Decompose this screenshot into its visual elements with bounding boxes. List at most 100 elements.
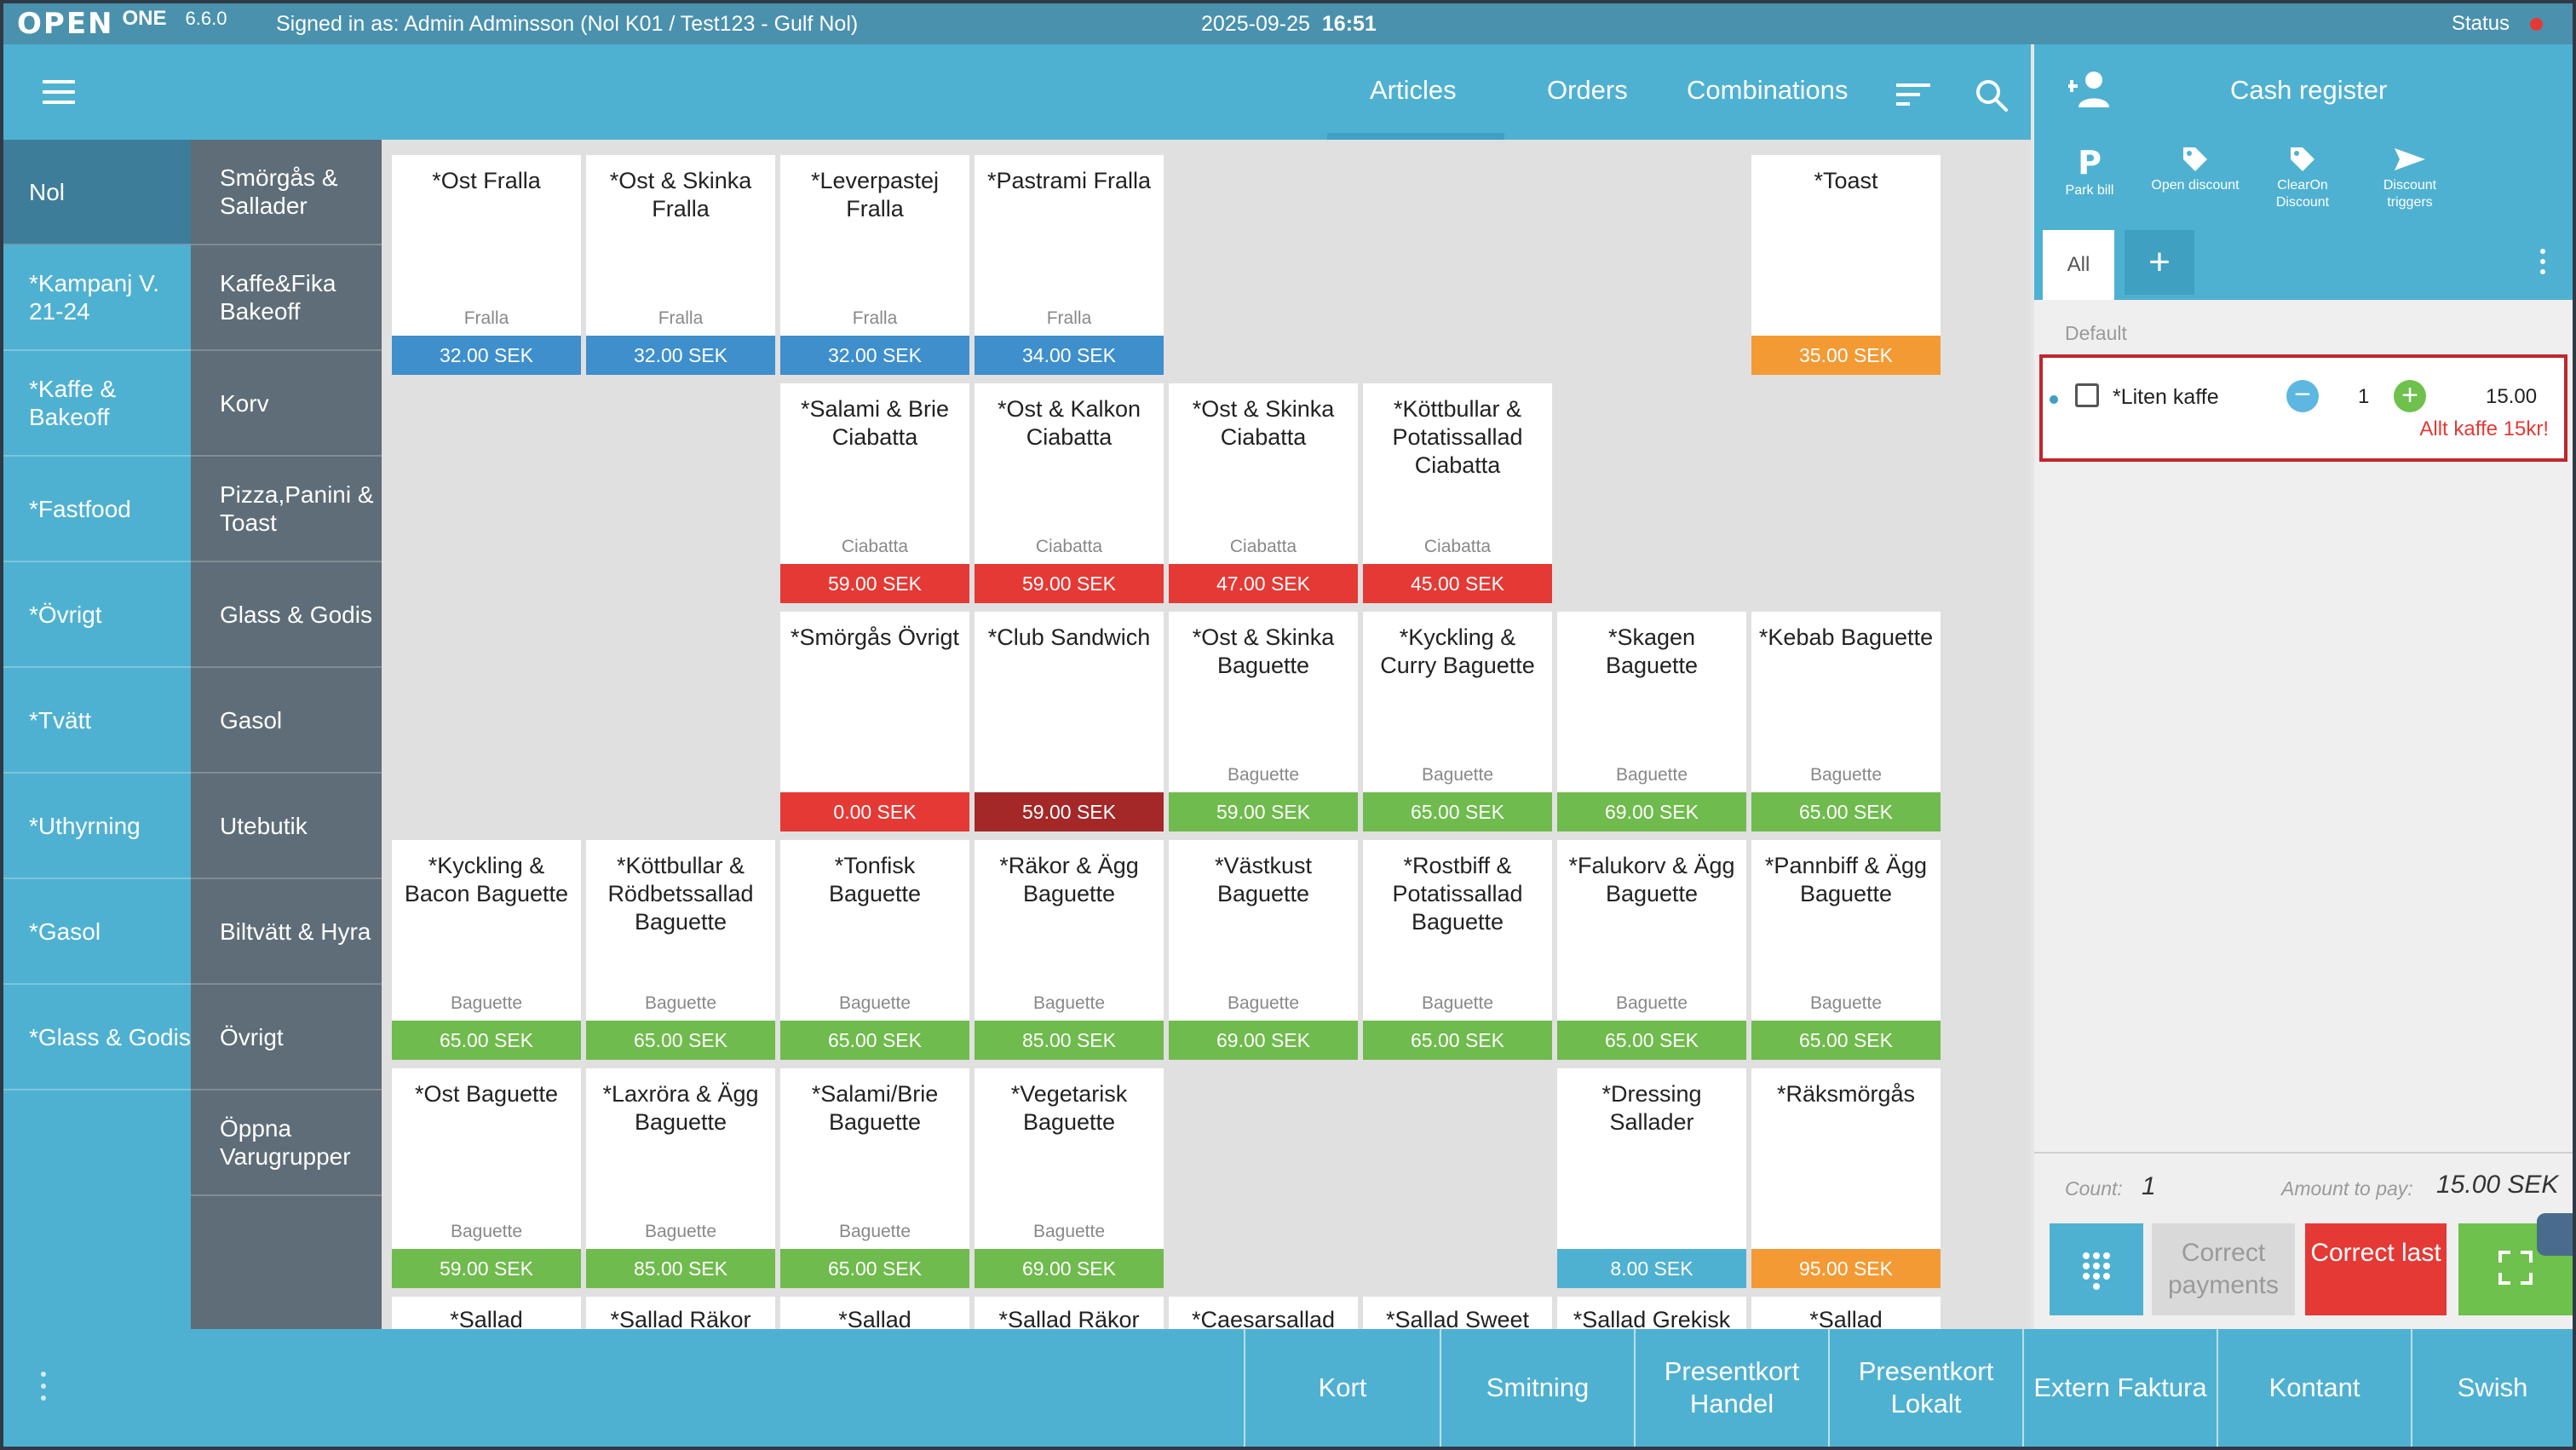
article-price: 59.00 SEK bbox=[975, 792, 1164, 831]
bill-tab-all[interactable]: All bbox=[2043, 230, 2114, 300]
product-name: ONE bbox=[122, 7, 167, 30]
article-name: *Ost Fralla bbox=[432, 168, 541, 193]
line-price: 15.00 bbox=[2486, 385, 2538, 408]
more-options-icon[interactable] bbox=[2540, 249, 2547, 279]
article-card[interactable]: *Vegetarisk Baguette Baguette 69.00 SEK bbox=[975, 1068, 1164, 1288]
article-card[interactable]: *Ost & Skinka Ciabatta Ciabatta 47.00 SEK bbox=[1169, 383, 1358, 603]
subcategory-item[interactable]: Gasol bbox=[191, 668, 382, 774]
category-item[interactable]: *Tvätt bbox=[3, 668, 191, 774]
subcategory-item[interactable]: Utebutik bbox=[191, 774, 382, 879]
subcategory-item[interactable]: Kaffe&Fika Bakeoff bbox=[191, 245, 382, 351]
tab-articles[interactable]: Articles bbox=[1370, 75, 1457, 105]
hamburger-menu-icon[interactable] bbox=[43, 80, 75, 104]
article-card[interactable]: *Pannbiff & Ägg Baguette Baguette 65.00 SE… bbox=[1751, 840, 1941, 1060]
article-card[interactable]: *Smörgås Övrigt 0.00 SEK bbox=[780, 612, 969, 831]
tab-combinations[interactable]: Combinations bbox=[1687, 75, 1849, 105]
article-card[interactable]: *Dressing Sallader 8.00 SEK bbox=[1557, 1068, 1746, 1288]
search-icon[interactable] bbox=[1975, 78, 2009, 112]
article-price: 34.00 SEK bbox=[975, 336, 1164, 375]
category-item[interactable]: *Fastfood bbox=[3, 457, 191, 562]
open-discount-button[interactable]: Open discount bbox=[2148, 145, 2242, 194]
add-bill-tab-button[interactable]: + bbox=[2125, 230, 2194, 295]
article-card[interactable]: *Köttbullar & Rödbetssallad Baguette Bagu… bbox=[586, 840, 775, 1060]
increase-quantity-button[interactable]: + bbox=[2394, 380, 2426, 412]
clearon-discount-button[interactable]: ClearOn Discount bbox=[2256, 145, 2349, 211]
status-label[interactable]: Status bbox=[2452, 12, 2510, 35]
bill-tabs: All + bbox=[2034, 230, 2573, 300]
article-name: *Kyckling & Curry Baguette bbox=[1380, 624, 1535, 678]
correct-last-button[interactable]: Correct last bbox=[2305, 1223, 2447, 1315]
article-card[interactable]: *Ost & Skinka Fralla Fralla 32.00 SEK bbox=[586, 155, 775, 375]
article-group: Baguette bbox=[1227, 765, 1300, 785]
article-card[interactable]: *Ost & Kalkon Ciabatta Ciabatta 59.00 SEK bbox=[975, 383, 1164, 603]
filter-sort-icon[interactable] bbox=[1896, 82, 1930, 107]
article-card[interactable]: *Räkor & Ägg Baguette Baguette 85.00 SEK bbox=[975, 840, 1164, 1060]
category-item[interactable]: *Glass & Godis bbox=[3, 985, 191, 1090]
payment-button-presentkort-handel[interactable]: Presentkort Handel bbox=[1634, 1329, 1828, 1447]
register-actions: P Park bill Open discount ClearOn Discou… bbox=[2034, 140, 2573, 230]
tab-orders[interactable]: Orders bbox=[1547, 75, 1628, 105]
article-card[interactable]: *Tonfisk Baguette Baguette 65.00 SEK bbox=[780, 840, 969, 1060]
status-indicator[interactable] bbox=[2530, 18, 2543, 31]
add-customer-icon[interactable] bbox=[2068, 70, 2113, 107]
side-panel-handle[interactable] bbox=[2537, 1213, 2573, 1256]
article-card[interactable]: *Laxröra & Ägg Baguette Baguette 85.00 SEK bbox=[586, 1068, 775, 1288]
article-card[interactable]: *Ost & Skinka Baguette Baguette 59.00 SEK bbox=[1169, 612, 1358, 831]
subcategory-item[interactable]: Biltvätt & Hyra bbox=[191, 879, 382, 985]
bill-line-item[interactable]: *Liten kaffe − 1 + 15.00 Allt kaffe 15kr… bbox=[2039, 354, 2567, 462]
article-group: Baguette bbox=[1227, 993, 1300, 1013]
count-label: Count: bbox=[2065, 1177, 2123, 1200]
article-card[interactable]: *Salami/Brie Baguette Baguette 65.00 SEK bbox=[780, 1068, 969, 1288]
article-card[interactable]: *Kyckling & Bacon Baguette Baguette 65.00 … bbox=[392, 840, 581, 1060]
category-item[interactable]: *Övrigt bbox=[3, 562, 191, 668]
payment-button-smitning[interactable]: Smitning bbox=[1440, 1329, 1634, 1447]
payment-button-kort[interactable]: Kort bbox=[1244, 1329, 1440, 1447]
article-card[interactable]: *Salami & Brie Ciabatta Ciabatta 59.00 SEK bbox=[780, 383, 969, 603]
category-item[interactable]: *Gasol bbox=[3, 879, 191, 985]
park-icon: P bbox=[2078, 145, 2102, 179]
keypad-button[interactable] bbox=[2050, 1223, 2143, 1315]
article-card[interactable]: *Pastrami Fralla Fralla 34.00 SEK bbox=[975, 155, 1164, 375]
article-card[interactable]: *Västkust Baguette Baguette 69.00 SEK bbox=[1169, 840, 1358, 1060]
category-item[interactable]: *Kaffe & Bakeoff bbox=[3, 351, 191, 457]
article-card[interactable]: *Falukorv & Ägg Baguette Baguette 65.00 SE… bbox=[1557, 840, 1746, 1060]
article-card[interactable]: *Rostbiff & Potatissallad Baguette Baguet… bbox=[1363, 840, 1552, 1060]
subcategory-item[interactable]: Glass & Godis bbox=[191, 562, 382, 668]
category-item[interactable]: Nol bbox=[3, 140, 191, 245]
article-card[interactable]: *Leverpastej Fralla Fralla 32.00 SEK bbox=[780, 155, 969, 375]
discount-triggers-button[interactable]: Discount triggers bbox=[2363, 145, 2457, 211]
article-card[interactable]: *Köttbullar & Potatissallad Ciabatta Ciab… bbox=[1363, 383, 1552, 603]
correct-payments-button[interactable]: Correct payments bbox=[2152, 1223, 2295, 1315]
article-card[interactable]: *Räksmörgås 95.00 SEK bbox=[1751, 1068, 1941, 1288]
article-card[interactable]: *Ost Baguette Baguette 59.00 SEK bbox=[392, 1068, 581, 1288]
payment-button-swish[interactable]: Swish bbox=[2411, 1329, 2573, 1447]
park-bill-button[interactable]: P Park bill bbox=[2043, 145, 2136, 199]
subcategory-item[interactable]: Övrigt bbox=[191, 985, 382, 1090]
payment-button-presentkort-lokalt[interactable]: Presentkort Lokalt bbox=[1828, 1329, 2022, 1447]
article-name: *Sallad Sweet bbox=[1385, 1307, 1530, 1332]
decrease-quantity-button[interactable]: − bbox=[2286, 380, 2319, 412]
article-card[interactable]: *Skagen Baguette Baguette 69.00 SEK bbox=[1557, 612, 1746, 831]
subcategory-item[interactable]: Korv bbox=[191, 351, 382, 457]
category-item[interactable]: *Kampanj V. 21-24 bbox=[3, 245, 191, 351]
payment-button-extern-faktura[interactable]: Extern Faktura bbox=[2022, 1329, 2217, 1447]
article-name: *Räksmörgås bbox=[1776, 1081, 1916, 1107]
category-item[interactable]: *Uthyrning bbox=[3, 774, 191, 879]
date-time: 2025-09-25 16:51 bbox=[1201, 12, 1377, 37]
payment-button-kontant[interactable]: Kontant bbox=[2217, 1329, 2411, 1447]
article-card[interactable]: *Ost Fralla Fralla 32.00 SEK bbox=[392, 155, 581, 375]
article-card[interactable]: *Kyckling & Curry Baguette Baguette 65.00 … bbox=[1363, 612, 1552, 831]
subcategory-item[interactable]: Öppna Varugrupper bbox=[191, 1090, 382, 1196]
subcategory-item[interactable]: Smörgås & Sallader bbox=[191, 140, 382, 245]
article-card[interactable]: *Club Sandwich 59.00 SEK bbox=[975, 612, 1164, 831]
line-checkbox[interactable] bbox=[2075, 383, 2099, 407]
more-menu-icon[interactable] bbox=[41, 1372, 48, 1407]
article-name: *Ost & Kalkon Ciabatta bbox=[997, 396, 1141, 450]
article-name: *Sallad Räkor bbox=[610, 1307, 751, 1332]
subcategory-item[interactable]: Pizza,Panini & Toast bbox=[191, 457, 382, 562]
article-card[interactable]: *Toast 35.00 SEK bbox=[1751, 155, 1941, 375]
amount-to-pay: 15.00 SEK bbox=[2436, 1171, 2559, 1199]
article-card[interactable]: *Kebab Baguette Baguette 65.00 SEK bbox=[1751, 612, 1941, 831]
send-icon bbox=[2395, 148, 2425, 170]
active-tab-indicator bbox=[1327, 133, 1504, 140]
